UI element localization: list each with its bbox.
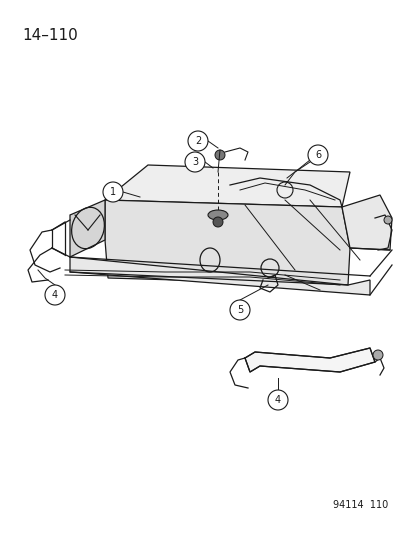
Polygon shape xyxy=(244,348,374,372)
Polygon shape xyxy=(105,200,349,285)
Text: 1: 1 xyxy=(110,187,116,197)
Circle shape xyxy=(212,217,223,227)
Ellipse shape xyxy=(207,210,228,220)
Circle shape xyxy=(188,131,207,151)
Text: 6: 6 xyxy=(314,150,320,160)
Polygon shape xyxy=(105,165,349,207)
Text: 2: 2 xyxy=(195,136,201,146)
Circle shape xyxy=(383,216,391,224)
Circle shape xyxy=(185,152,204,172)
Text: 4: 4 xyxy=(52,290,58,300)
Text: 94114  110: 94114 110 xyxy=(332,500,387,510)
Circle shape xyxy=(307,145,327,165)
Circle shape xyxy=(45,285,65,305)
Polygon shape xyxy=(70,200,105,257)
Text: 4: 4 xyxy=(274,395,280,405)
Text: 5: 5 xyxy=(236,305,242,315)
Polygon shape xyxy=(341,195,391,250)
Circle shape xyxy=(214,150,224,160)
Circle shape xyxy=(372,350,382,360)
Circle shape xyxy=(230,300,249,320)
Text: 3: 3 xyxy=(192,157,197,167)
Circle shape xyxy=(267,390,287,410)
Circle shape xyxy=(103,182,123,202)
Polygon shape xyxy=(70,257,369,295)
Text: 14–110: 14–110 xyxy=(22,28,78,43)
